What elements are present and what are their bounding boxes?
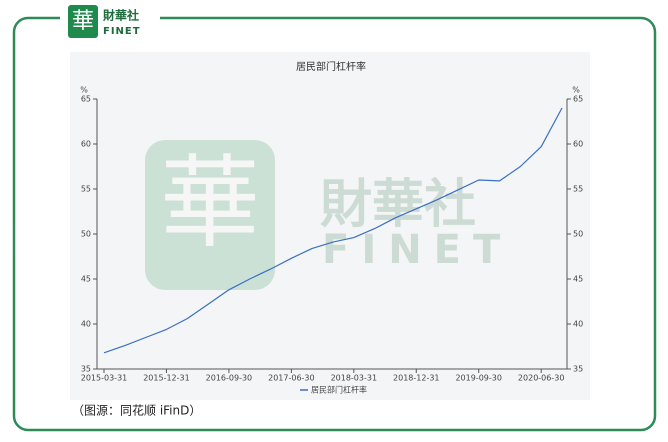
y2-tick-label: 45 xyxy=(573,275,583,284)
chart-title: 居民部门杠杆率 xyxy=(296,60,366,73)
x-tick-label: 2016-09-30 xyxy=(206,374,253,383)
x-tick-label: 2018-03-31 xyxy=(331,374,378,383)
logo-badge xyxy=(68,5,98,38)
legend-label: 居民部门杠杆率 xyxy=(311,385,367,395)
x-tick-label: 2019-09-30 xyxy=(455,374,502,383)
x-tick-label: 2018-12-31 xyxy=(393,374,440,383)
x-tick-label: 2020-06-30 xyxy=(518,374,565,383)
watermark-sub: FINET xyxy=(322,227,512,273)
line xyxy=(103,107,563,354)
logo-name: 財華社 xyxy=(102,8,139,23)
y-tick-label: 50 xyxy=(81,230,91,239)
y2-tick-label: 40 xyxy=(573,320,583,329)
y-tick-label: 65 xyxy=(81,95,91,104)
watermark: 華 財華社 FINET xyxy=(145,140,512,290)
caption: （图源：同花顺 iFinD） xyxy=(72,403,201,418)
y-tick-label: 45 xyxy=(81,275,91,284)
x-tick-label: 2017-06-30 xyxy=(268,374,315,383)
y-tick-label: 60 xyxy=(81,140,91,149)
y-tick-label: 55 xyxy=(81,185,91,194)
logo-mark: 華 xyxy=(72,9,94,34)
watermark-name: 財華社 xyxy=(320,175,476,235)
y2-tick-label: 35 xyxy=(573,365,583,374)
x-tick-label: 2015-03-31 xyxy=(81,374,128,383)
chart-bg xyxy=(70,52,590,400)
y-tick-label: 35 xyxy=(81,365,91,374)
x-tick-label: 2015-12-31 xyxy=(143,374,190,383)
watermark-badge xyxy=(145,140,275,290)
y2-tick-label: 65 xyxy=(573,95,583,104)
y2-tick-label: 55 xyxy=(573,185,583,194)
y2-tick-label: 50 xyxy=(573,230,583,239)
watermark-mark: 華 xyxy=(160,145,260,262)
y-axis-label: % xyxy=(80,86,88,95)
y2-tick-label: 60 xyxy=(573,140,583,149)
frame xyxy=(12,16,657,432)
logo-sub: FINET xyxy=(103,26,141,37)
y2-axis-label: % xyxy=(572,86,580,95)
y-tick-label: 40 xyxy=(81,320,91,329)
